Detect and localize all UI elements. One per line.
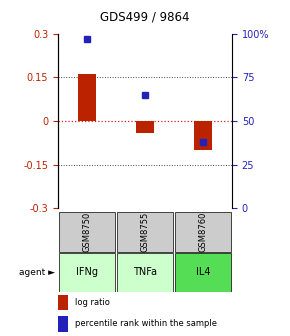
- Text: agent ►: agent ►: [19, 268, 55, 277]
- Text: GSM8760: GSM8760: [198, 212, 208, 252]
- Bar: [117, 212, 173, 252]
- Text: GSM8750: GSM8750: [82, 212, 92, 252]
- Text: GSM8755: GSM8755: [140, 212, 150, 252]
- Bar: [117, 253, 173, 292]
- Bar: [136, 121, 154, 133]
- Bar: [175, 253, 231, 292]
- Text: TNFa: TNFa: [133, 267, 157, 277]
- Bar: [59, 212, 115, 252]
- Bar: [78, 74, 96, 121]
- Text: IL4: IL4: [196, 267, 210, 277]
- Text: log ratio: log ratio: [75, 298, 110, 307]
- Text: percentile rank within the sample: percentile rank within the sample: [75, 320, 218, 329]
- Bar: [59, 253, 115, 292]
- Text: IFNg: IFNg: [76, 267, 98, 277]
- Bar: [58, 294, 68, 310]
- Bar: [58, 317, 68, 332]
- Bar: [175, 212, 231, 252]
- Bar: [194, 121, 212, 150]
- Text: GDS499 / 9864: GDS499 / 9864: [100, 10, 190, 24]
